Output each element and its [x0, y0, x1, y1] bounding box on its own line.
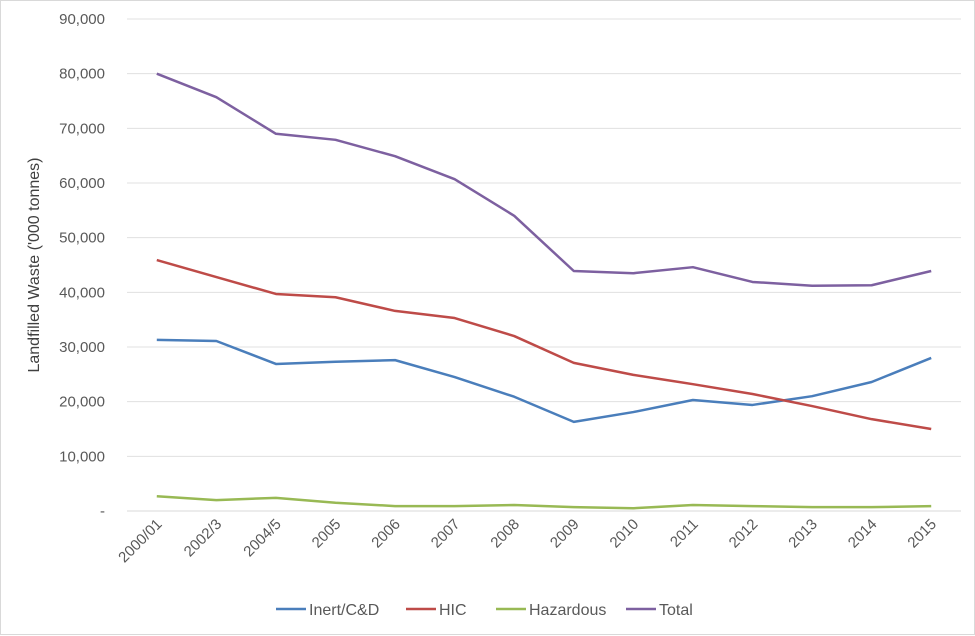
y-tick-label: 70,000	[59, 120, 105, 137]
y-tick-label: 60,000	[59, 175, 105, 192]
x-tick-label: 2008	[487, 516, 523, 552]
x-tick-label: 2004/5	[240, 516, 284, 560]
y-tick-label: 50,000	[59, 230, 105, 247]
legend-item: HIC	[406, 602, 467, 619]
series-line-inert-c-d	[156, 338, 932, 424]
series-line-hic	[156, 258, 932, 431]
x-tick-label: 2014	[845, 516, 881, 552]
x-tick-label: 2013	[785, 516, 821, 552]
y-axis-label: Landfilled Waste ('000 tonnes)	[26, 157, 43, 372]
x-tick-label: 2009	[547, 516, 583, 552]
series-line-hazardous	[156, 494, 932, 510]
x-tick-label: 2007	[428, 516, 464, 552]
x-tick-label: 2006	[368, 516, 404, 552]
legend-item: Total	[626, 602, 693, 619]
x-tick-label: 2010	[607, 516, 643, 552]
legend-label: Hazardous	[529, 602, 606, 619]
y-tick-label: -	[100, 503, 105, 520]
legend-item: Inert/C&D	[276, 602, 379, 619]
legend-item: Hazardous	[496, 602, 606, 619]
y-tick-label: 40,000	[59, 284, 105, 301]
legend-label: Total	[659, 602, 693, 619]
legend-label: Inert/C&D	[309, 602, 379, 619]
x-tick-label: 2000/01	[115, 516, 165, 566]
x-tick-label: 2012	[726, 516, 762, 552]
y-tick-label: 90,000	[59, 11, 105, 28]
y-tick-label: 20,000	[59, 394, 105, 411]
x-tick-label: 2015	[904, 516, 940, 552]
series-line-total	[156, 72, 932, 288]
y-tick-label: 80,000	[59, 66, 105, 83]
x-tick-label: 2002/3	[181, 516, 225, 560]
y-tick-label: 30,000	[59, 339, 105, 356]
legend-label: HIC	[439, 602, 467, 619]
x-tick-label: 2011	[667, 516, 702, 551]
x-tick-label: 2005	[309, 516, 345, 552]
y-tick-label: 10,000	[59, 448, 105, 465]
